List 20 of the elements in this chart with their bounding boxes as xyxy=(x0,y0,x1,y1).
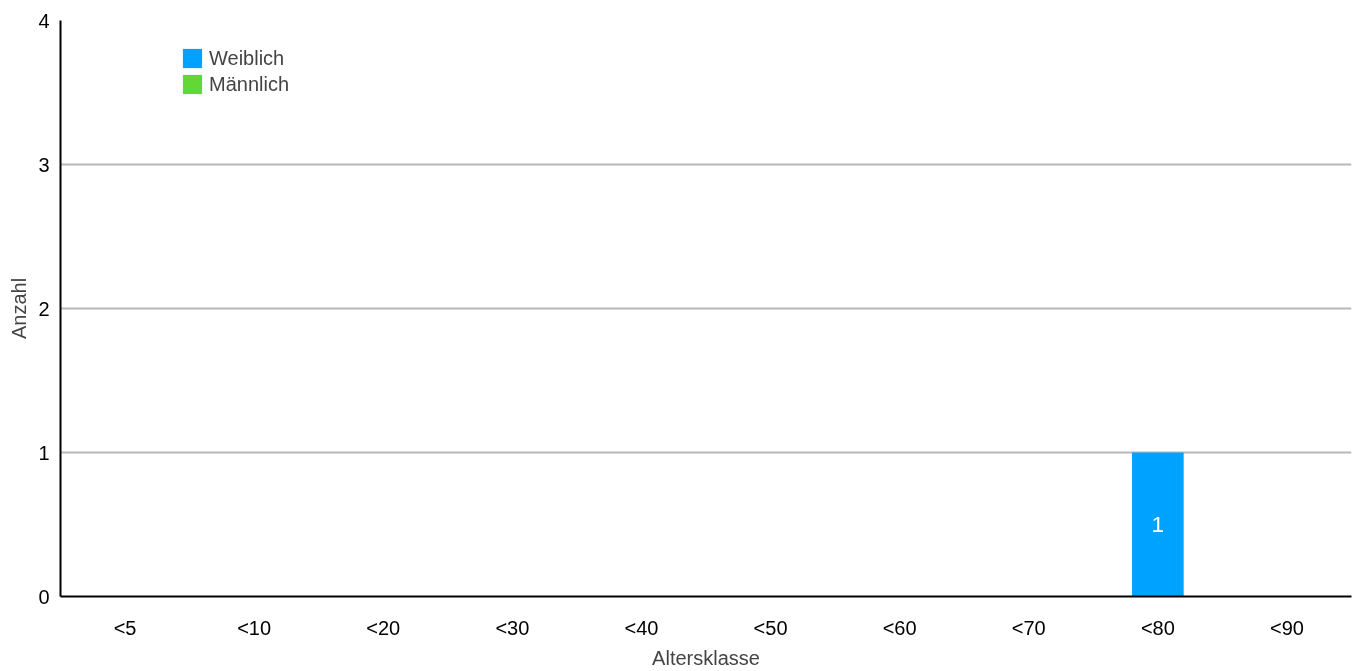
x-tick-label: <5 xyxy=(113,616,137,639)
data-label: 1 xyxy=(1151,511,1165,537)
x-tick-label: <60 xyxy=(882,616,917,639)
y-tick-label: 2 xyxy=(38,297,50,320)
y-tick-label: 0 xyxy=(38,585,50,608)
x-tick-label: <30 xyxy=(495,616,530,639)
x-tick-label: <70 xyxy=(1011,616,1046,639)
y-tick-label: 3 xyxy=(38,153,50,176)
legend-label: Weiblich xyxy=(209,46,285,70)
x-tick-label: <40 xyxy=(624,616,659,639)
y-tick-label: 4 xyxy=(38,9,50,32)
y-axis-title: Anzahl xyxy=(8,277,31,340)
x-tick-label: <10 xyxy=(237,616,272,639)
x-tick-label: <50 xyxy=(753,616,788,639)
legend-label: Männlich xyxy=(209,72,290,96)
x-tick-label: <90 xyxy=(1269,616,1304,639)
x-axis-title: Altersklasse xyxy=(652,646,760,669)
x-tick-label: <20 xyxy=(366,616,401,639)
x-tick-label: <80 xyxy=(1140,616,1175,639)
y-tick-label: 1 xyxy=(38,441,50,464)
